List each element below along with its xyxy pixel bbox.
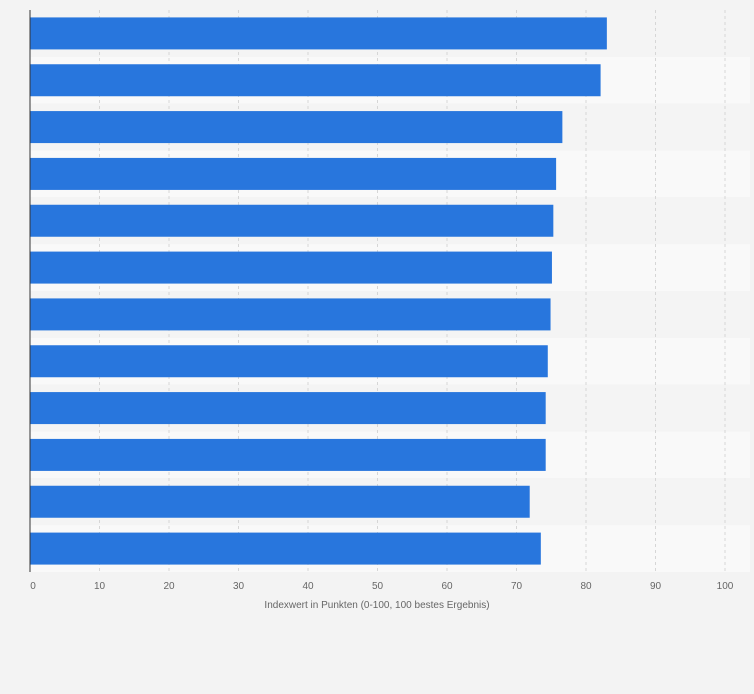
x-tick-label: 20: [163, 581, 175, 592]
x-tick-labels: 0 10 20 30 40 50 60 70 80 90 100: [30, 581, 734, 592]
bar[interactable]: [30, 251, 552, 284]
bar[interactable]: [30, 485, 530, 518]
bar[interactable]: [30, 157, 557, 190]
x-tick-label: 40: [302, 581, 314, 592]
x-tick-label: 100: [717, 581, 734, 592]
gridlines: [99, 10, 726, 572]
bar[interactable]: [30, 64, 601, 97]
x-tick-label: 80: [580, 581, 592, 592]
x-tick-label: 60: [441, 581, 453, 592]
bar[interactable]: [30, 345, 548, 378]
bar[interactable]: [30, 392, 546, 425]
bar[interactable]: [30, 204, 554, 237]
x-tick-label: 0: [30, 581, 36, 592]
x-tick-label: 90: [650, 581, 662, 592]
x-axis-label: Indexwert in Punkten (0-100, 100 bestes …: [264, 600, 489, 611]
bar[interactable]: [30, 111, 563, 144]
bar[interactable]: [30, 438, 546, 471]
bar[interactable]: [30, 532, 541, 565]
x-tick-label: 10: [94, 581, 106, 592]
bar[interactable]: [30, 17, 607, 50]
x-tick-label: 50: [372, 581, 384, 592]
bar[interactable]: [30, 298, 551, 331]
x-tick-label: 30: [233, 581, 245, 592]
bars: [30, 17, 607, 565]
x-tick-label: 70: [511, 581, 523, 592]
